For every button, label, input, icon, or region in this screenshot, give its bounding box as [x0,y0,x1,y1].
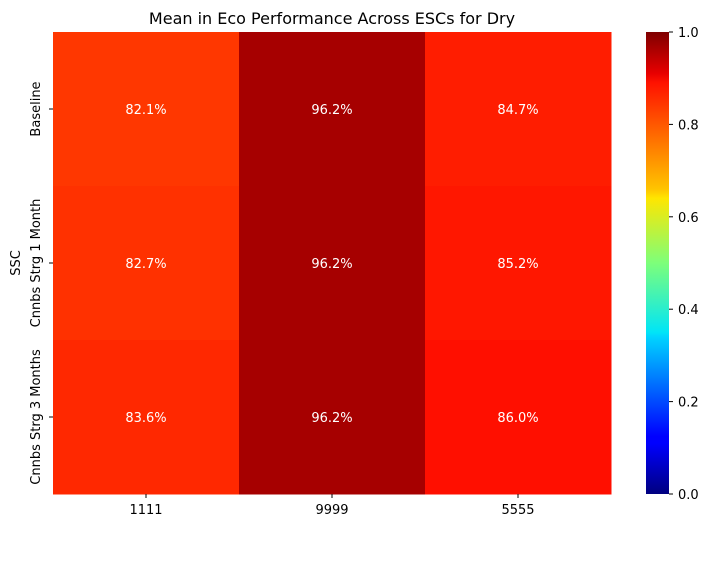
colorbar-ticks: 0.0 0.2 0.4 0.6 0.8 1.0 [669,26,699,503]
heatmap-cells [53,32,612,495]
cell-annotation: 96.2% [311,257,352,272]
y-axis-label: SSC [9,250,24,276]
cell-annotation: 82.1% [125,103,166,118]
cell-annotation: 96.2% [311,411,352,426]
x-tick-label: 9999 [315,503,348,518]
heatmap-annotations: 82.1% 96.2% 84.7% 82.7% 96.2% 85.2% 83.6% 96.2%… [125,103,538,426]
heatmap-cell [425,186,612,341]
chart-title: Mean in Eco Performance Across ESCs for … [149,9,515,28]
y-tick-label: Baseline [29,81,44,136]
colorbar-tick-label: 0.6 [678,211,699,226]
heatmap-cell [425,340,612,495]
heatmap-cell [239,32,426,187]
cell-annotation: 86.0% [497,411,538,426]
heatmap-cell [239,186,426,341]
heatmap-cell [53,186,240,341]
y-axis-ticks: Baseline Cnnbs Strg 1 Month Cnnbs Strg 3 M… [29,81,53,485]
colorbar-tick-label: 0.0 [678,488,699,503]
heatmap-cell [239,340,426,495]
colorbar-gradient [646,32,669,494]
x-axis-ticks: 1111 9999 5555 [129,494,535,518]
heatmap-cell [425,32,612,187]
cell-annotation: 82.7% [125,257,166,272]
x-tick-label: 5555 [501,503,534,518]
heatmap-cell [53,340,240,495]
cell-annotation: 96.2% [311,103,352,118]
cell-annotation: 83.6% [125,411,166,426]
y-tick-label: Cnnbs Strg 1 Month [29,199,44,328]
colorbar-tick-label: 0.4 [678,303,699,318]
heatmap-cell [53,32,240,187]
colorbar-tick-label: 0.2 [678,396,699,411]
colorbar-tick-label: 1.0 [678,26,699,41]
y-tick-label: Cnnbs Strg 3 Months [29,349,44,485]
colorbar: 0.0 0.2 0.4 0.6 0.8 1.0 [646,26,699,503]
cell-annotation: 85.2% [497,257,538,272]
x-tick-label: 1111 [129,503,162,518]
cell-annotation: 84.7% [497,103,538,118]
colorbar-tick-label: 0.8 [678,118,699,133]
